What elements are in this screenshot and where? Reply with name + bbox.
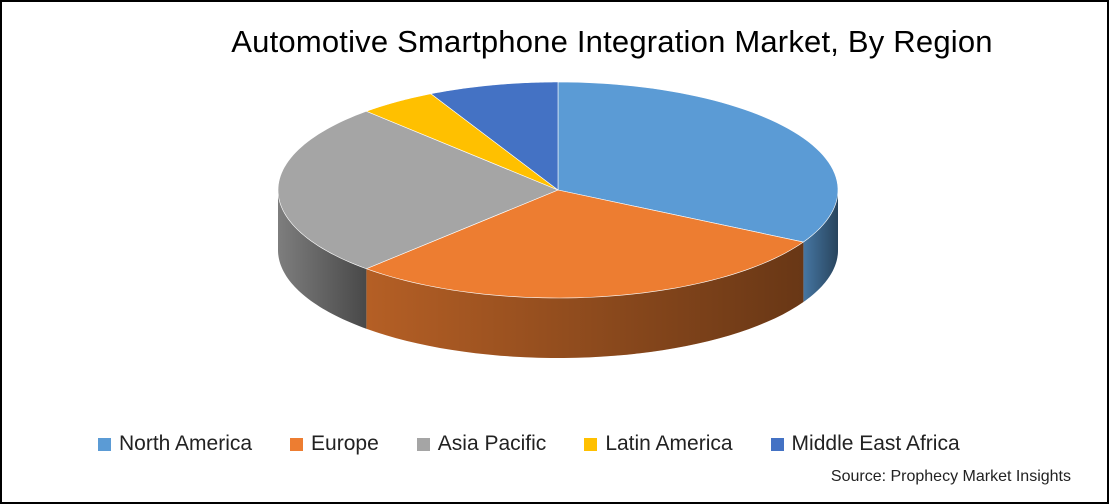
source-note: Source: Prophecy Market Insights bbox=[830, 468, 1071, 485]
pie-top-faces bbox=[277, 81, 839, 299]
chart-title: Automotive Smartphone Integration Market… bbox=[231, 24, 993, 59]
pie-side-walls bbox=[278, 190, 838, 358]
pie-slice-middle-east-africa bbox=[430, 81, 559, 191]
pie-side-shade bbox=[366, 242, 804, 358]
pie-slice-latin-america bbox=[365, 93, 559, 191]
chart-legend: North America Europe Asia Pacific Latin Ame… bbox=[98, 432, 960, 456]
legend-item: Latin America bbox=[584, 432, 733, 456]
pie-slice-europe bbox=[365, 189, 805, 299]
legend-label: Middle East Africa bbox=[791, 432, 960, 455]
pie-slice-asia-pacific bbox=[277, 110, 559, 270]
legend-item: Asia Pacific bbox=[416, 432, 547, 456]
legend-label: Latin America bbox=[605, 432, 733, 455]
legend-swatch bbox=[290, 437, 304, 451]
pie-side-shade bbox=[803, 190, 838, 303]
legend-label: North America bbox=[119, 432, 253, 455]
legend-item: Middle East Africa bbox=[770, 432, 960, 456]
pie-slice-north-america bbox=[557, 81, 839, 243]
legend-item: North America bbox=[98, 432, 252, 456]
legend-swatch bbox=[98, 437, 111, 451]
pie-side-shade bbox=[278, 190, 367, 329]
legend-item: Europe bbox=[290, 432, 379, 456]
legend-label: Asia Pacific bbox=[437, 432, 547, 455]
legend-swatch bbox=[416, 437, 430, 451]
legend-swatch bbox=[770, 437, 784, 451]
legend-swatch bbox=[584, 437, 598, 451]
legend-label: Europe bbox=[311, 432, 379, 455]
